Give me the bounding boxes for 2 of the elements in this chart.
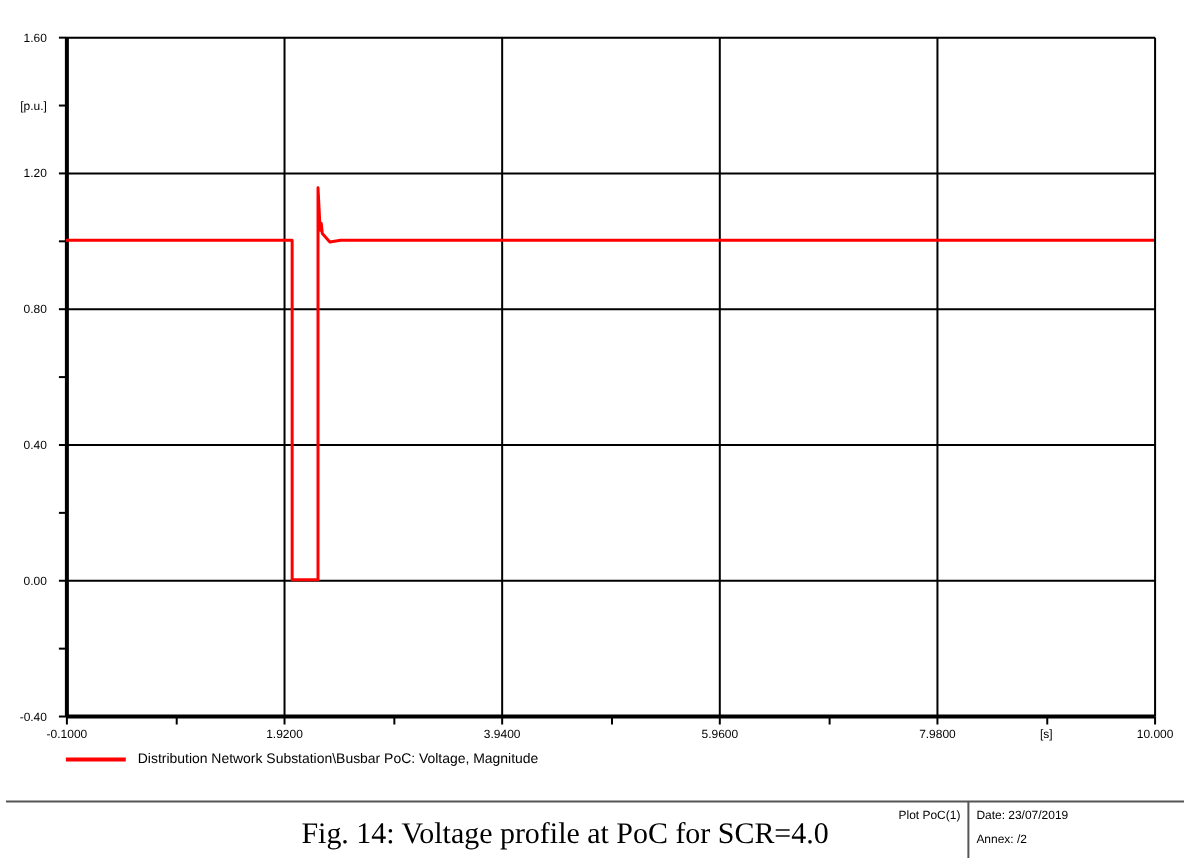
caption: Fig. 14: Voltage profile at PoC for SCR=4.0 (301, 819, 829, 852)
line-series (65, 186, 1155, 582)
